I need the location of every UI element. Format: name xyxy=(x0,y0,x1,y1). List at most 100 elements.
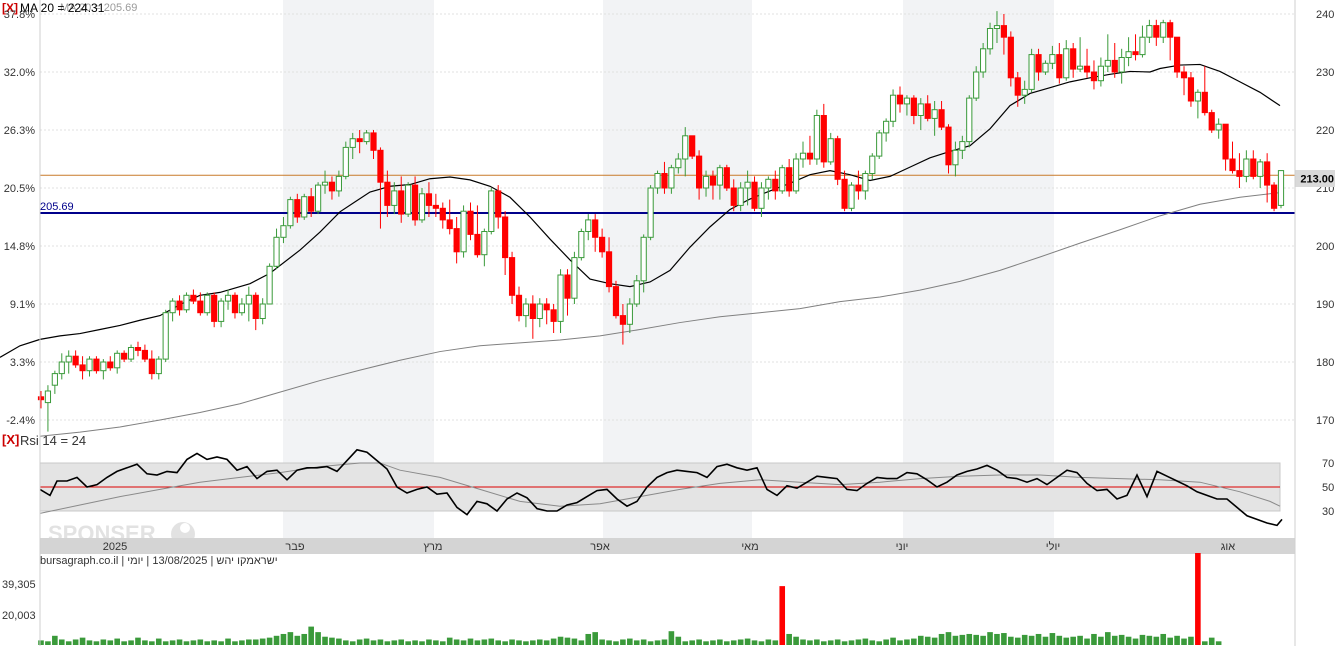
volume-bar xyxy=(1056,635,1063,645)
candle-body xyxy=(1007,36,1014,79)
candle-body xyxy=(197,300,204,314)
candle-body xyxy=(1277,170,1285,206)
candle-body xyxy=(633,280,640,305)
candle-body xyxy=(1201,91,1208,114)
volume-bar xyxy=(72,639,79,645)
x-tick-label: אפר xyxy=(590,541,610,553)
candle-body xyxy=(1236,170,1243,177)
candle-body xyxy=(1083,65,1091,73)
candle-body xyxy=(647,187,654,238)
percent-tick-label: 14.8% xyxy=(4,241,35,253)
volume-bar xyxy=(218,641,224,645)
volume-bar xyxy=(703,641,709,645)
candle-body xyxy=(398,190,405,215)
volume-bar xyxy=(439,641,446,645)
candle-body xyxy=(238,303,245,314)
x-axis-strip xyxy=(40,538,1295,554)
close-indicator-button[interactable]: [X] xyxy=(2,1,18,15)
candle-body xyxy=(1118,57,1125,73)
candle-body xyxy=(737,187,744,206)
volume-bar xyxy=(883,639,889,645)
candle-body xyxy=(557,274,564,322)
candle-body xyxy=(993,25,1001,30)
candle-body xyxy=(1194,91,1201,102)
volume-bar xyxy=(349,641,356,645)
percent-tick-label: -2.4% xyxy=(6,415,35,427)
candle-body xyxy=(134,347,142,351)
volume-bar xyxy=(259,638,266,645)
volume-bar xyxy=(107,640,114,645)
volume-bar xyxy=(1070,636,1076,645)
volume-bar xyxy=(363,638,370,645)
rsi-tick-label: 70 xyxy=(1322,458,1334,470)
candle-body xyxy=(952,149,959,166)
candle-body xyxy=(1208,112,1215,131)
percent-tick-label: 37.8% xyxy=(4,9,35,21)
candle-body xyxy=(384,181,391,206)
candle-body xyxy=(571,257,578,299)
candle-body xyxy=(439,207,446,221)
candle-body xyxy=(363,132,370,143)
volume-bar xyxy=(322,636,328,645)
candle-body xyxy=(578,231,585,259)
volume-bar xyxy=(862,638,869,645)
volume-bar xyxy=(1146,635,1153,645)
ma-label: MA 20 = 224.31 xyxy=(20,1,105,15)
volume-bar xyxy=(343,640,349,645)
candle-body xyxy=(813,115,820,160)
volume-bar xyxy=(668,631,675,645)
candle-body xyxy=(121,352,128,360)
volume-bar xyxy=(966,633,973,645)
candle-body xyxy=(786,167,793,192)
candle-body xyxy=(1014,77,1021,96)
rsi-close-button[interactable]: [X] xyxy=(2,432,19,447)
candle-body xyxy=(744,181,751,189)
candle-body xyxy=(564,274,571,299)
volume-bar xyxy=(370,640,377,645)
volume-bar xyxy=(543,640,550,645)
volume-bar xyxy=(1098,636,1104,645)
candle-body xyxy=(751,181,758,209)
volume-bar xyxy=(1077,635,1083,645)
volume-bar xyxy=(585,633,592,645)
candle-body xyxy=(391,190,398,206)
candle-body xyxy=(820,115,827,163)
volume-bar xyxy=(1167,637,1173,645)
candle-body xyxy=(495,190,502,218)
candle-body xyxy=(65,355,72,363)
candle-body xyxy=(1111,59,1118,73)
candle-body xyxy=(141,349,149,360)
volume-bar xyxy=(627,638,633,645)
last-price-tag: 213.00 xyxy=(1295,170,1335,187)
candle-body xyxy=(1180,71,1188,79)
candle-body xyxy=(1264,161,1271,186)
volume-bar xyxy=(190,640,197,645)
candle-body xyxy=(502,216,509,259)
volume-bar xyxy=(820,641,827,645)
candle-body xyxy=(592,219,599,238)
x-tick-label: 2025 xyxy=(103,541,127,553)
volume-bar xyxy=(308,626,314,645)
volume-bar xyxy=(848,640,855,645)
candle-body xyxy=(301,196,308,218)
volume-bars xyxy=(38,553,1222,645)
candle-body xyxy=(862,173,869,192)
candle-body xyxy=(488,190,495,232)
volume-bar xyxy=(398,639,405,645)
candle-body xyxy=(605,251,613,288)
candle-body xyxy=(453,228,460,253)
volume-bar xyxy=(252,639,259,645)
volume-bar xyxy=(1215,641,1222,645)
volume-bar xyxy=(86,640,93,645)
candle-body xyxy=(612,286,620,317)
volume-tick-label: 20,003 xyxy=(2,610,36,622)
candle-body xyxy=(72,355,79,366)
candle-body xyxy=(114,352,121,369)
candle-body xyxy=(1160,22,1167,38)
volume-bar xyxy=(65,641,72,645)
volume-bar xyxy=(453,639,460,645)
candle-body xyxy=(176,300,183,311)
candle-body xyxy=(169,300,176,314)
volume-bar xyxy=(1174,635,1180,645)
candle-body xyxy=(876,132,883,157)
